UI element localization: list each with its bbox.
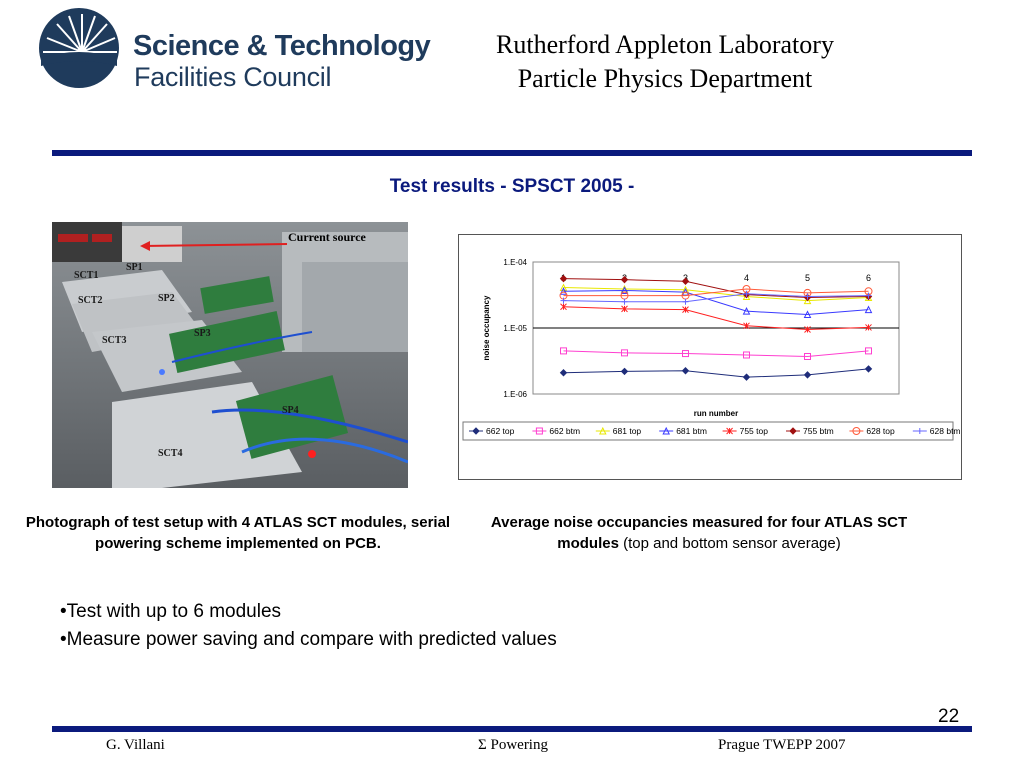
legend-label: 755 btm [803,426,834,436]
chart-canvas: 1.E-041.E-051.E-06123456run numbernoise … [462,258,961,441]
sp2-label: SP2 [158,293,175,304]
data-point [743,351,750,359]
data-point [803,296,812,305]
data-point [864,305,873,314]
data-point [559,287,568,295]
sct1-label: SCT1 [74,270,99,281]
data-point [620,286,629,294]
legend-marker [598,426,607,435]
sp1-label: SP1 [126,262,143,273]
legend-label: 628 top [866,426,895,436]
data-point [864,365,873,373]
data-point [804,352,811,360]
data-point [621,349,628,357]
footer-author: G. Villani [106,737,165,753]
data-point [742,307,751,315]
legend-marker [789,427,797,435]
data-point [742,373,751,381]
bullet-item: •Test with up to 6 modules [60,601,282,622]
slide-title: Test results - SPSCT 2005 - [389,176,635,197]
legend-label: 755 top [740,426,769,436]
sct3-label: SCT3 [102,335,127,346]
data-point [803,371,812,379]
legend-marker [472,427,480,435]
bottom-divider [52,726,972,732]
x-category-label: 5 [805,273,810,283]
legend-box [462,421,954,441]
series-line-662-btm [563,350,869,357]
sct4-label: SCT4 [158,448,183,459]
data-point [559,274,568,283]
data-point [559,283,568,292]
y-tick-label: 1.E-04 [503,258,527,267]
series-line-628-top [563,288,869,297]
data-point [620,275,629,284]
data-point [865,347,872,355]
data-point [681,367,690,375]
y-tick-label: 1.E-06 [503,390,527,399]
current-source-label: Current source [288,230,366,244]
sct2-label: SCT2 [78,295,103,306]
legend-label: 681 btm [676,426,707,436]
footer-event: Prague TWEPP 2007 [718,737,846,753]
y-tick-label: 1.E-05 [503,324,527,333]
bullet-list: •Test with up to 6 modules •Measure powe… [60,598,557,654]
legend-marker [535,427,543,435]
sp4-label: SP4 [282,405,299,416]
legend-label: 628 btm [930,426,961,436]
series-line-681-top [563,287,869,302]
chart-caption: Average noise occupancies measured for f… [458,512,940,554]
noise-occupancy-chart: 1.E-041.E-051.E-06123456run numbernoise … [458,234,962,480]
data-point [559,369,568,377]
legend-label: 662 btm [549,426,580,436]
y-axis-title: noise occupancy [482,295,491,360]
data-point [620,367,629,376]
top-divider [52,150,972,156]
data-point [803,310,812,319]
bullet-item: •Measure power saving and compare with p… [60,629,557,650]
data-point [560,347,567,355]
sp3-label: SP3 [194,328,211,339]
data-point [681,277,690,286]
logo-line1: Science & Technology [133,30,431,62]
series-line-681-btm [563,289,869,316]
x-axis-title: run number [694,409,738,418]
logo-line2: Facilities Council [134,62,332,92]
test-setup-photo: Current source SCT1 SP1 SCT2 SP2 SCT3 SP… [52,222,408,488]
legend-marker [852,427,861,435]
footer-topic: Σ Powering [478,737,548,753]
legend-marker [662,426,671,435]
legend-label: 662 top [486,426,515,436]
stfc-logo-icon [37,6,121,90]
series-line-628-btm [563,293,869,303]
page-number: 22 [938,706,960,727]
chart-caption-bold: Average noise occupancies measured for f… [490,514,908,552]
series-line-662-top [563,368,869,378]
series-line-755-btm [563,278,869,298]
photo-caption: Photograph of test setup with 4 ATLAS SC… [25,514,451,552]
series-line-755-top [563,306,869,330]
chart-caption-note: (top and bottom sensor average) [623,535,841,552]
data-point [681,285,690,294]
x-category-label: 6 [866,273,871,283]
data-point [682,350,689,358]
legend-label: 681 top [613,426,642,436]
department-name: Particle Physics Department [517,64,813,93]
lab-name: Rutherford Appleton Laboratory [496,30,834,59]
x-category-label: 4 [744,273,749,283]
